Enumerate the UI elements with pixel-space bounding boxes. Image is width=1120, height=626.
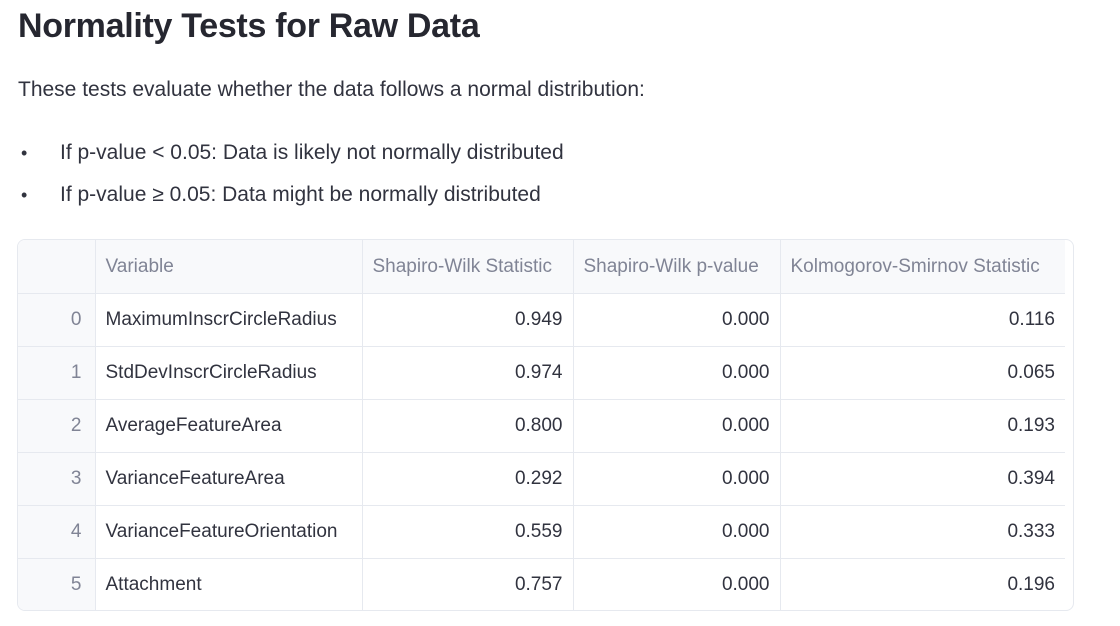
row-index[interactable]: 2 (18, 399, 96, 453)
row-index[interactable]: 5 (18, 558, 96, 610)
list-item: • If p-value ≥ 0.05: Data might be norma… (18, 178, 564, 220)
table-row: 2 AverageFeatureArea 0.800 0.000 0.193 (18, 399, 1065, 453)
sw-statistic-cell[interactable]: 0.949 (362, 293, 574, 347)
table-row: 5 Attachment 0.757 0.000 0.196 (18, 558, 1065, 610)
sw-statistic-cell[interactable]: 0.757 (362, 558, 574, 610)
ks-statistic-cell[interactable]: 0.116 (780, 293, 1065, 347)
table-row: 3 VarianceFeatureArea 0.292 0.000 0.394 (18, 452, 1065, 506)
variable-cell[interactable]: Attachment (95, 558, 363, 610)
sw-p-value-cell[interactable]: 0.000 (573, 558, 781, 610)
intro-text: These tests evaluate whether the data fo… (18, 78, 645, 101)
page-title: Normality Tests for Raw Data (18, 7, 480, 45)
bullet-icon: • (21, 185, 28, 205)
ks-statistic-cell[interactable]: 0.065 (780, 346, 1065, 400)
rule-text: If p-value ≥ 0.05: Data might be normall… (60, 183, 541, 206)
rules-list: • If p-value < 0.05: Data is likely not … (18, 136, 564, 220)
sw-p-value-cell[interactable]: 0.000 (573, 293, 781, 347)
table-row: 1 StdDevInscrCircleRadius 0.974 0.000 0.… (18, 346, 1065, 400)
ks-statistic-cell[interactable]: 0.333 (780, 505, 1065, 559)
rule-text: If p-value < 0.05: Data is likely not no… (60, 141, 564, 164)
column-header-index[interactable] (18, 240, 96, 294)
sw-statistic-cell[interactable]: 0.559 (362, 505, 574, 559)
variable-cell[interactable]: StdDevInscrCircleRadius (95, 346, 363, 400)
sw-statistic-cell[interactable]: 0.974 (362, 346, 574, 400)
table-row: 4 VarianceFeatureOrientation 0.559 0.000… (18, 505, 1065, 559)
variable-cell[interactable]: AverageFeatureArea (95, 399, 363, 453)
column-header-sw-p-value[interactable]: Shapiro-Wilk p-value (573, 240, 781, 294)
list-item: • If p-value < 0.05: Data is likely not … (18, 136, 564, 178)
row-index[interactable]: 0 (18, 293, 96, 347)
results-table[interactable]: Variable Shapiro-Wilk Statistic Shapiro-… (17, 239, 1074, 611)
ks-statistic-cell[interactable]: 0.394 (780, 452, 1065, 506)
column-header-variable[interactable]: Variable (95, 240, 363, 294)
variable-cell[interactable]: VarianceFeatureArea (95, 452, 363, 506)
ks-statistic-cell[interactable]: 0.196 (1007, 574, 1055, 595)
table-header-row: Variable Shapiro-Wilk Statistic Shapiro-… (18, 240, 1065, 294)
sw-p-value-cell[interactable]: 0.000 (573, 452, 781, 506)
column-header-sw-statistic[interactable]: Shapiro-Wilk Statistic (362, 240, 574, 294)
row-index[interactable]: 3 (18, 452, 96, 506)
column-header-ks-statistic[interactable]: Kolmogorov-Smirnov Statistic (780, 240, 1065, 294)
bullet-icon: • (21, 143, 28, 163)
sw-p-value-cell[interactable]: 0.000 (573, 346, 781, 400)
table-row: 0 MaximumInscrCircleRadius 0.949 0.000 0… (18, 293, 1065, 347)
variable-cell[interactable]: VarianceFeatureOrientation (95, 505, 363, 559)
sw-statistic-cell[interactable]: 0.800 (362, 399, 574, 453)
variable-cell[interactable]: MaximumInscrCircleRadius (95, 293, 363, 347)
ks-statistic-cell[interactable]: 0.193 (780, 399, 1065, 453)
row-index[interactable]: 4 (18, 505, 96, 559)
sw-statistic-cell[interactable]: 0.292 (362, 452, 574, 506)
sw-p-value-cell[interactable]: 0.000 (573, 399, 781, 453)
sw-p-value-cell[interactable]: 0.000 (573, 505, 781, 559)
row-index[interactable]: 1 (18, 346, 96, 400)
